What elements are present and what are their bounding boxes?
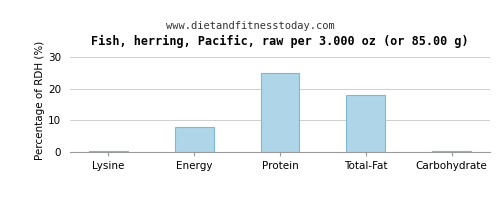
Bar bbox=[432, 151, 471, 152]
Bar bbox=[175, 127, 214, 152]
Bar bbox=[89, 151, 128, 152]
Y-axis label: Percentage of RDH (%): Percentage of RDH (%) bbox=[35, 40, 45, 160]
Bar bbox=[346, 95, 385, 152]
Title: Fish, herring, Pacific, raw per 3.000 oz (or 85.00 g): Fish, herring, Pacific, raw per 3.000 oz… bbox=[91, 35, 469, 48]
Text: www.dietandfitnesstoday.com: www.dietandfitnesstoday.com bbox=[166, 21, 334, 31]
Bar bbox=[260, 73, 300, 152]
